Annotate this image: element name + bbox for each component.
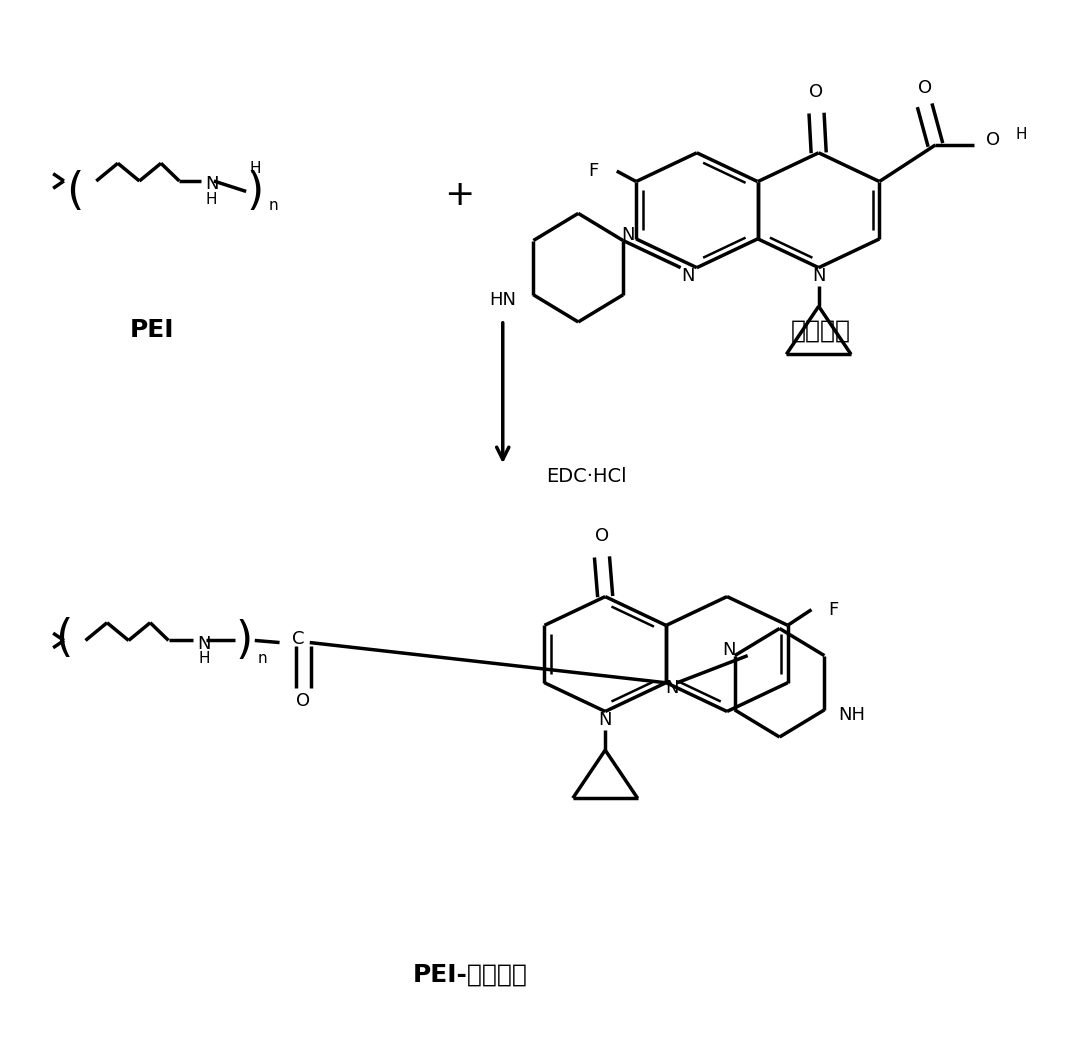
Text: N: N [722,642,736,660]
Text: NH: NH [838,706,865,725]
Text: H: H [1016,127,1027,142]
Text: H: H [198,650,210,666]
Text: n: n [268,198,278,213]
Text: O: O [918,79,932,96]
Text: N: N [681,267,695,285]
Text: O: O [595,527,609,545]
Text: (: ( [66,170,83,213]
Text: O: O [986,131,1000,149]
Text: F: F [828,601,838,619]
Text: H: H [249,161,261,176]
Text: O: O [810,83,824,102]
Text: PEI-环丙沙星: PEI-环丙沙星 [413,962,528,986]
Text: N: N [599,711,612,729]
Text: EDC·HCl: EDC·HCl [546,467,627,486]
Text: F: F [588,162,598,180]
Text: N: N [205,175,218,193]
Text: N: N [622,226,636,244]
Text: C: C [292,630,304,648]
Text: n: n [257,650,267,666]
Text: N: N [198,634,211,652]
Text: (: ( [55,617,72,660]
Text: N: N [812,267,826,285]
Text: O: O [296,692,310,710]
Text: HN: HN [490,291,517,309]
Text: N: N [665,678,679,697]
Text: PEI: PEI [130,318,175,342]
Text: 环丙沙星: 环丙沙星 [791,318,851,342]
Text: +: + [444,178,475,211]
Text: ): ) [246,170,264,213]
Text: ): ) [236,619,253,662]
Text: H: H [205,193,217,207]
